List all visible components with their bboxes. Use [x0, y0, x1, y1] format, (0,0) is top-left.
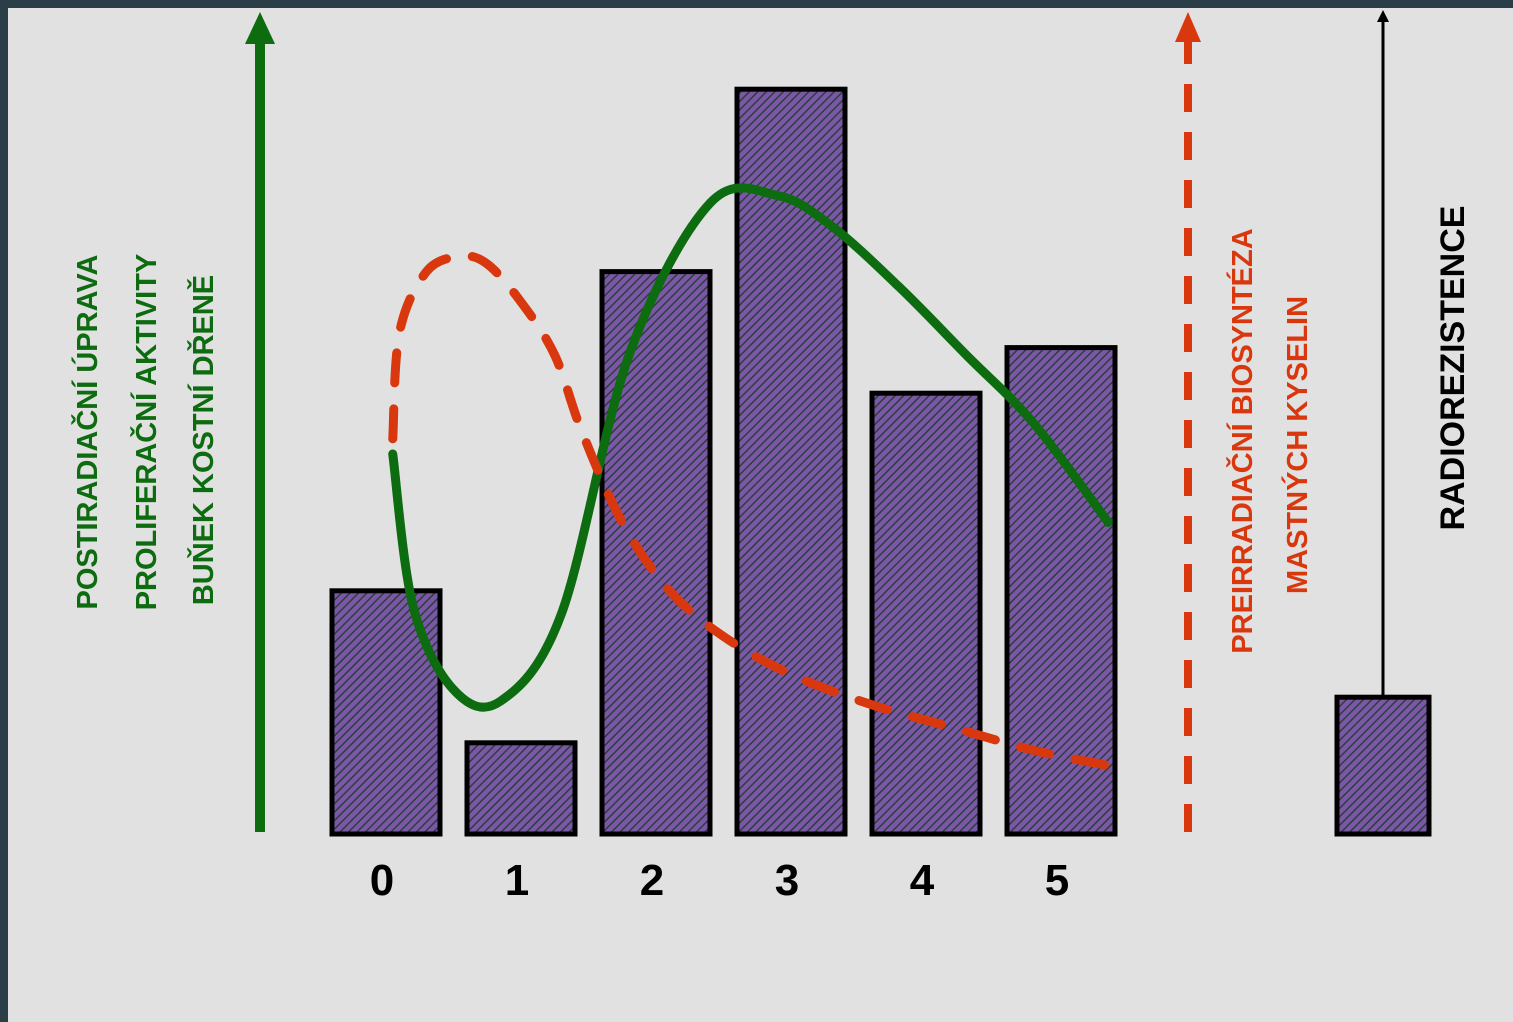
- left-axis-label-line: BUŇEK KOSTNÍ DŘENĚ: [186, 275, 220, 605]
- left-axis-label-line: POSTIRADIAČNÍ ÚPRAVA: [70, 254, 104, 609]
- bar: [464, 740, 578, 837]
- bar: [734, 86, 848, 837]
- bars: [329, 86, 1118, 837]
- right-axis-arrowhead: [1175, 12, 1201, 42]
- right-axis: PREIRRADIAČNÍ BIOSYNTÉZA MASTNÝCH KYSELI…: [1175, 12, 1314, 832]
- left-axis: POSTIRADIAČNÍ ÚPRAVA PROLIFERAČNÍ AKTIVI…: [70, 12, 275, 832]
- left-axis-label-line: PROLIFERAČNÍ AKTIVITY: [129, 254, 163, 611]
- x-tick-label: 1: [505, 856, 529, 905]
- bar: [869, 390, 983, 837]
- reference-label: RADIOREZISTENCE: [1434, 206, 1472, 531]
- series-lines: [388, 183, 1113, 771]
- bar: [1004, 345, 1118, 837]
- x-tick-label: 4: [910, 856, 935, 905]
- right-axis-label-line: MASTNÝCH KYSELIN: [1280, 296, 1314, 594]
- series-line-solid: [388, 183, 1113, 712]
- x-tick-label: 2: [640, 856, 664, 905]
- x-tick-label: 0: [370, 856, 394, 905]
- bar: [599, 269, 713, 837]
- x-tick-label: 5: [1045, 856, 1069, 905]
- reference-bar: [1334, 694, 1432, 837]
- x-tick-label: 3: [775, 856, 799, 905]
- left-axis-arrowhead: [245, 12, 275, 44]
- reference-arrowhead: [1377, 10, 1389, 22]
- right-axis-label-line: PREIRRADIAČNÍ BIOSYNTÉZA: [1225, 228, 1259, 653]
- x-tick-labels: 0 1 2 3 4 5: [370, 856, 1069, 905]
- reference: RADIOREZISTENCE: [1334, 10, 1472, 837]
- series-line-dashed: [388, 251, 1113, 771]
